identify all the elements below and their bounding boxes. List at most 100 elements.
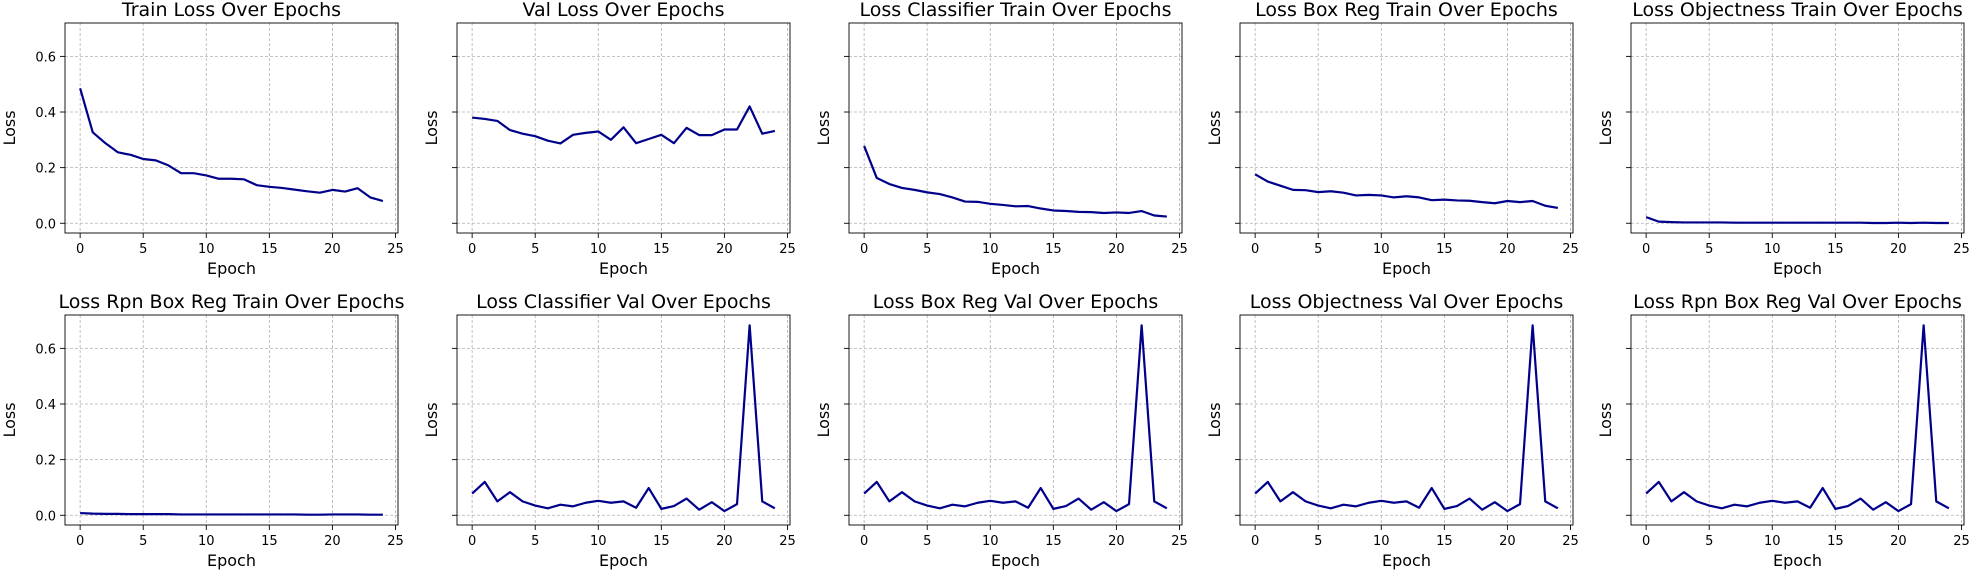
subplot-title: Loss Objectness Val Over Epochs [1250,291,1563,313]
y-tick-label: 0.4 [35,398,56,413]
x-axis-label: Epoch [599,259,648,278]
x-tick-label: 25 [779,534,796,549]
axes-frame [1630,314,1965,526]
x-tick-label: 5 [531,534,539,549]
axes-frame [64,22,399,234]
x-tick-label: 20 [716,242,733,257]
x-tick-label: 25 [1953,534,1969,549]
y-tick-label: 0.6 [35,342,56,357]
x-tick-label: 25 [1953,242,1969,257]
axes-frame [64,314,399,526]
series-line [1254,173,1559,210]
subplot-title: Train Loss Over Epochs [121,0,341,21]
series-line [80,511,383,516]
series-line [863,145,1167,218]
y-axis-label: Loss [0,402,19,437]
x-tick-label: 25 [1171,534,1188,549]
x-tick-label: 0 [860,534,868,549]
x-axis-label: Epoch [1382,551,1431,570]
series-line [471,324,776,513]
x-tick-label: 20 [1108,534,1125,549]
x-tick-label: 10 [590,242,607,257]
y-tick-label: 0.4 [35,106,56,121]
x-tick-label: 0 [76,242,84,257]
y-axis-label: Loss [1596,402,1615,437]
y-tick-label: 0.0 [35,217,56,232]
x-tick-label: 15 [1045,242,1062,257]
x-tick-label: 10 [590,534,607,549]
x-tick-label: 25 [387,534,404,549]
series-line [472,105,776,145]
x-tick-label: 10 [1764,242,1781,257]
x-tick-label: 15 [1436,242,1453,257]
axes-frame [456,22,791,234]
subplot-4: 0 5 10 15 20 25 Epoch Loss Loss Box Reg Train Ov… [1205,0,1579,278]
x-tick-label: 20 [1890,242,1907,257]
series-line [863,324,1168,513]
axes-frame [1630,22,1965,234]
x-axis-label: Epoch [207,259,256,278]
x-tick-label: 20 [1890,534,1907,549]
y-tick-label: 0.2 [35,454,56,469]
subplot-3: 0 5 10 15 20 25 Epoch Loss Loss Classifier Train… [814,0,1188,278]
x-tick-label: 15 [261,242,278,257]
subplot-title: Loss Rpn Box Reg Val Over Epochs [1633,291,1962,313]
axes-frame [456,314,791,526]
subplot-2: 0 5 10 15 20 25 Epoch Loss Val Loss Over Epochs [422,0,796,278]
subplot-title: Loss Classifier Train Over Epochs [860,0,1172,21]
series-line [1254,324,1559,513]
subplot-10: 0 5 10 15 20 25 Epoch Loss Loss Rpn Box Reg Val … [1596,291,1969,570]
x-tick-label: 15 [1045,534,1062,549]
y-axis-label: Loss [1205,110,1224,145]
subplot-title: Loss Objectness Train Over Epochs [1632,0,1963,21]
x-tick-label: 15 [653,242,670,257]
x-axis-label: Epoch [1773,551,1822,570]
y-tick-label: 0.2 [35,162,56,177]
subplot-7: 0 5 10 15 20 25 Epoch Loss Loss Classifier Val O… [422,291,796,570]
subplot-9: 0 5 10 15 20 25 Epoch Loss Loss Objectness Val O… [1205,291,1579,570]
x-tick-label: 15 [1827,242,1844,257]
y-axis-label: Loss [814,110,833,145]
x-tick-label: 15 [653,534,670,549]
x-axis-label: Epoch [1382,259,1431,278]
x-tick-label: 5 [531,242,539,257]
x-tick-label: 5 [923,242,931,257]
y-axis-label: Loss [1205,402,1224,437]
x-tick-label: 25 [387,242,404,257]
x-tick-label: 0 [468,242,476,257]
x-tick-label: 25 [779,242,796,257]
x-tick-label: 5 [1705,242,1713,257]
x-tick-label: 0 [1642,242,1650,257]
x-tick-label: 10 [982,242,999,257]
x-tick-label: 25 [1562,242,1579,257]
x-tick-label: 20 [324,534,341,549]
y-axis-label: Loss [1596,110,1615,145]
axes-frame [848,314,1183,526]
axes-frame [1239,22,1574,234]
series-line [1645,216,1949,225]
subplot-title: Loss Box Reg Train Over Epochs [1255,0,1558,21]
x-tick-label: 0 [1251,242,1259,257]
axes-frame [848,22,1183,234]
x-tick-label: 10 [198,534,215,549]
x-tick-label: 20 [1108,242,1125,257]
x-tick-label: 0 [468,534,476,549]
x-tick-label: 20 [324,242,341,257]
y-tick-label: 0.0 [35,509,56,524]
subplot-title: Loss Classifier Val Over Epochs [476,291,771,313]
x-tick-label: 10 [198,242,215,257]
x-axis-label: Epoch [991,551,1040,570]
x-tick-label: 0 [1251,534,1259,549]
subplot-title: Loss Rpn Box Reg Train Over Epochs [59,291,405,313]
x-tick-label: 20 [1499,242,1516,257]
series-line [1645,324,1950,513]
x-tick-label: 25 [1562,534,1579,549]
axes-frame [1239,314,1574,526]
x-tick-label: 0 [860,242,868,257]
x-tick-label: 0 [76,534,84,549]
subplot-title: Val Loss Over Epochs [522,0,724,21]
x-tick-label: 10 [1373,534,1390,549]
x-tick-label: 5 [1705,534,1713,549]
x-tick-label: 20 [1499,534,1516,549]
x-tick-label: 5 [1314,534,1322,549]
